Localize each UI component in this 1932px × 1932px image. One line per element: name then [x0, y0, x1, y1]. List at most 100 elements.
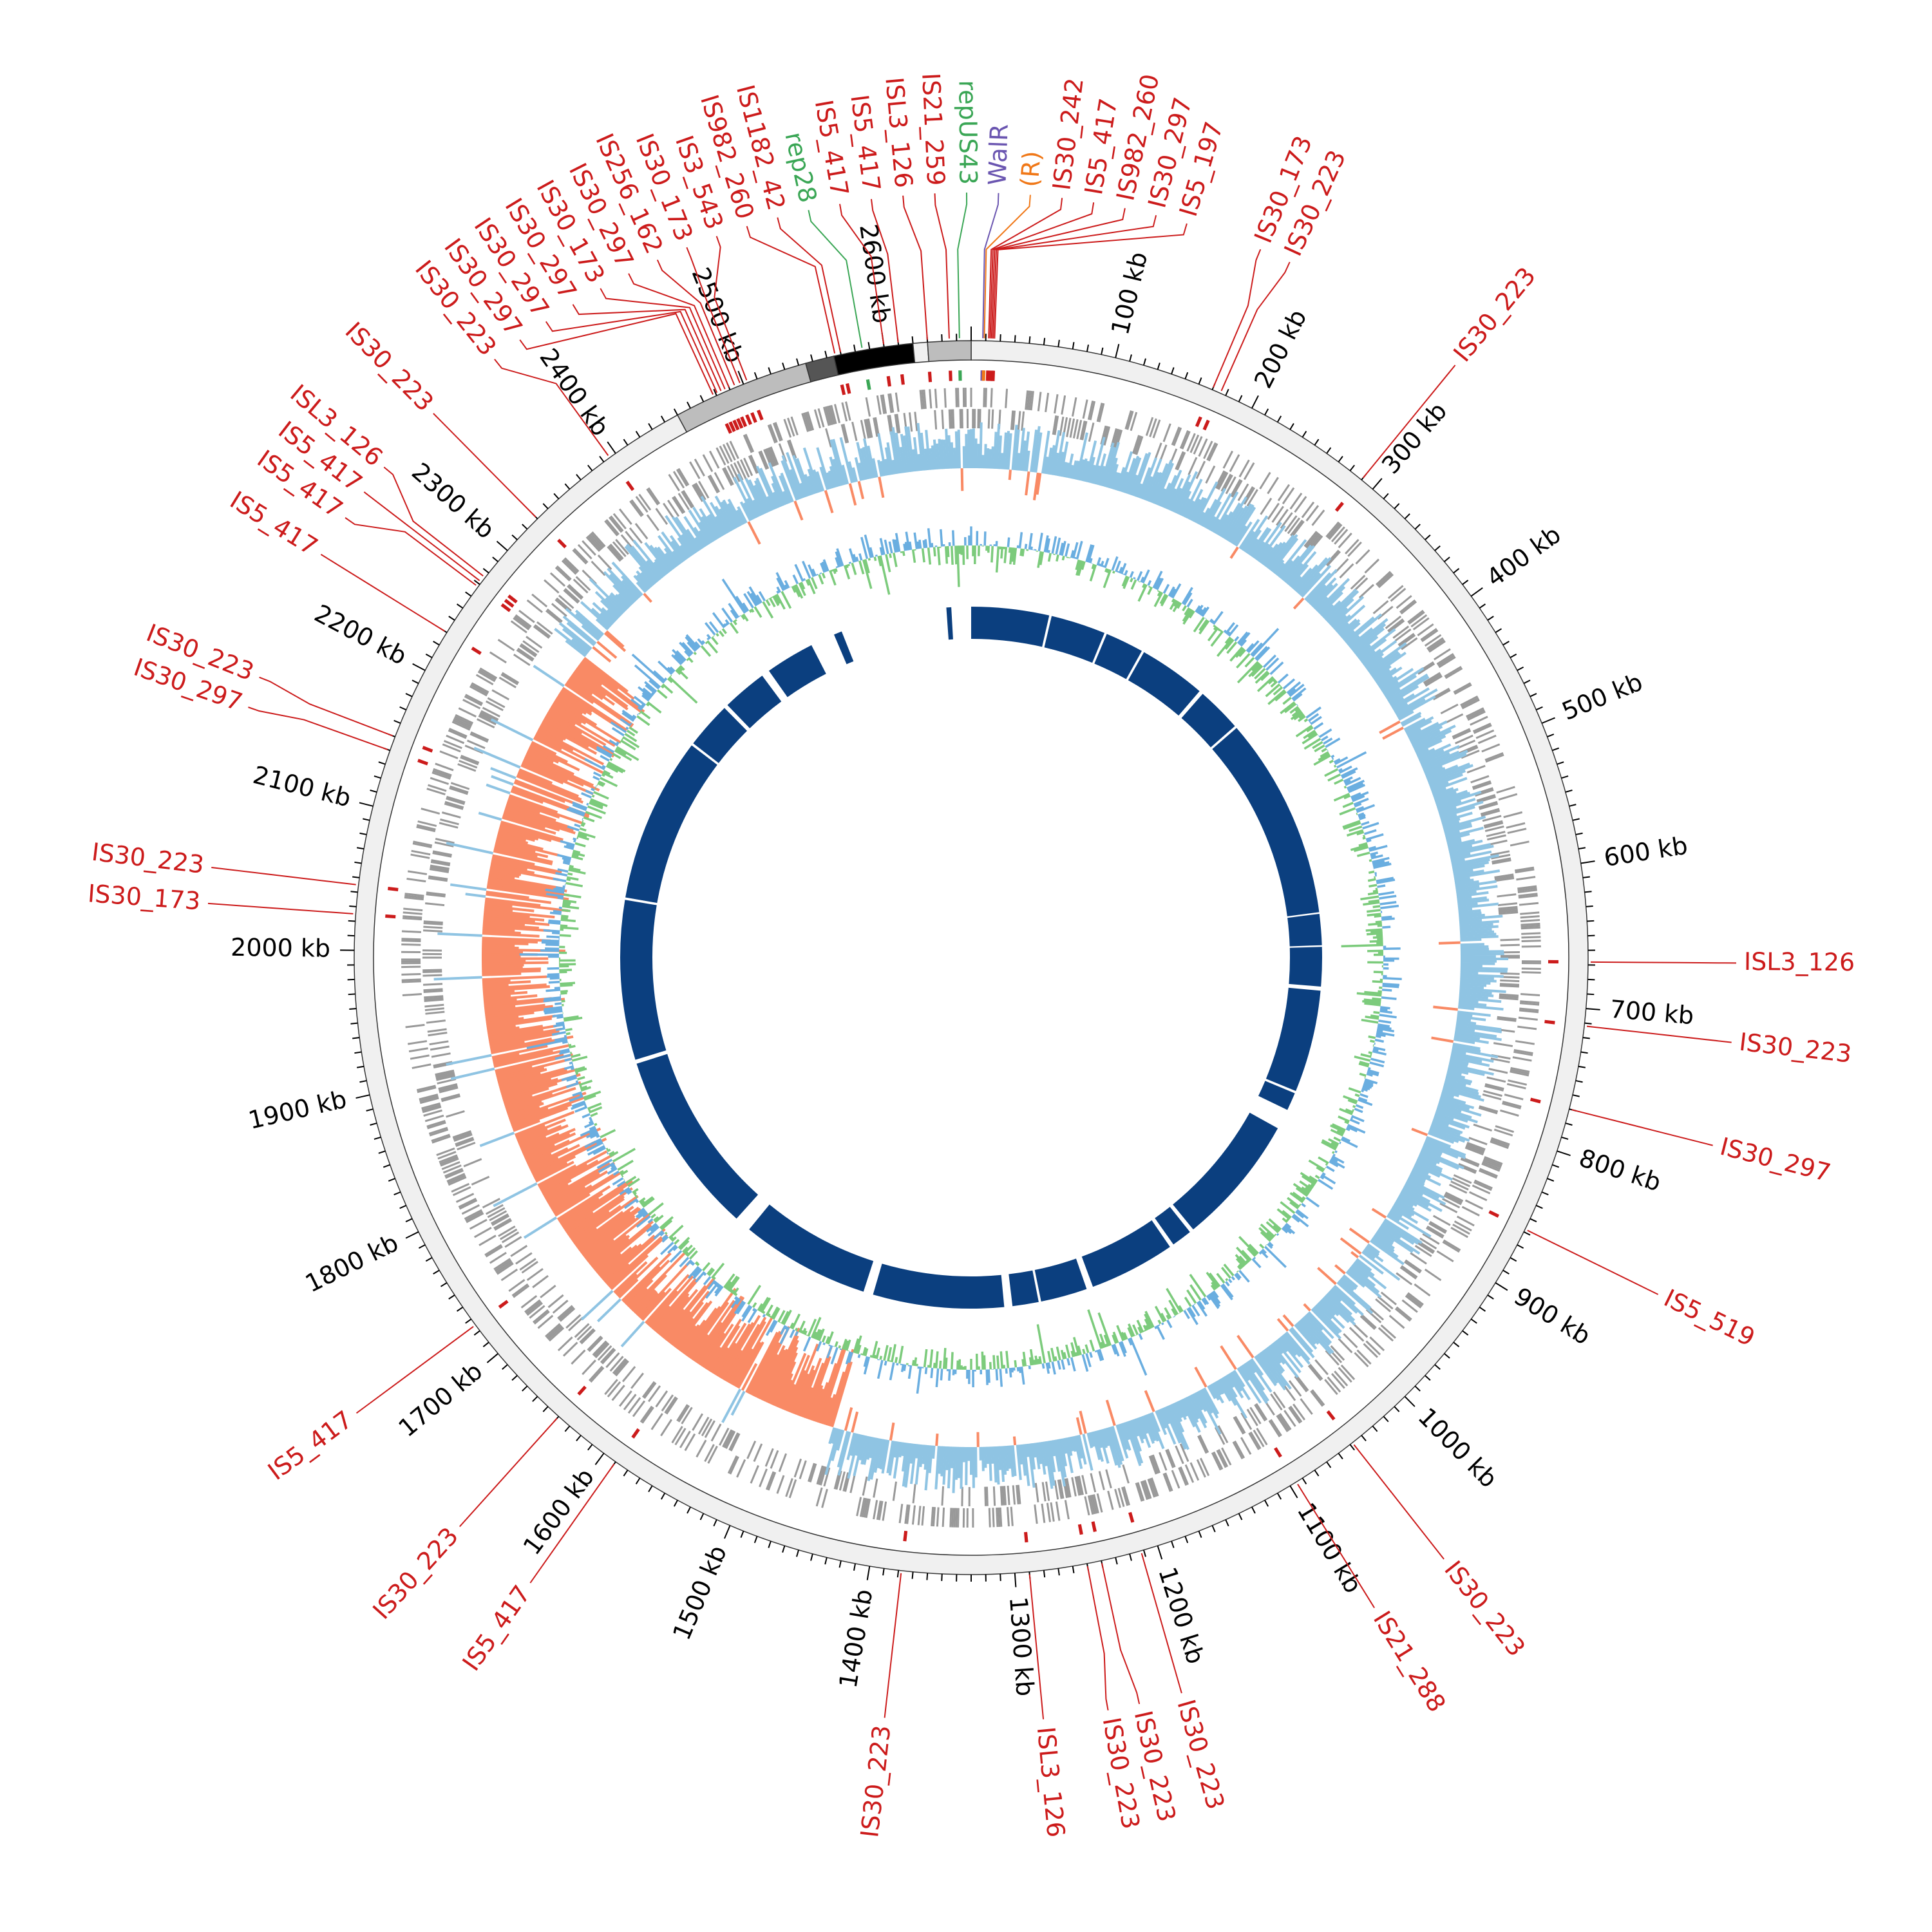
gc-content-bar — [526, 1127, 601, 1164]
gc-content-bar — [654, 558, 668, 575]
gc-skew-bar — [757, 1303, 763, 1311]
cds-mark — [403, 907, 423, 912]
cds-mark — [1426, 637, 1444, 650]
feature-label: IS21_288 — [1368, 1606, 1452, 1717]
gc-skew-bar — [765, 1320, 776, 1336]
gc-skew-bar — [1358, 1097, 1368, 1103]
cds-mark — [457, 1141, 476, 1151]
gc-skew-bar — [548, 981, 560, 984]
gc-content-bar — [579, 1206, 639, 1253]
cds-mark — [1289, 493, 1303, 510]
gc-skew-bar — [1310, 715, 1322, 725]
gc-content-bar — [1450, 1056, 1490, 1067]
cds-mark — [491, 1215, 510, 1226]
gc-skew-bar — [1102, 565, 1105, 568]
gc-skew-bar — [1369, 940, 1383, 943]
gc-content-bar — [1432, 787, 1447, 795]
gc-skew-bar — [857, 1345, 862, 1354]
gc-content-bar — [1155, 1410, 1168, 1435]
synteny-block — [1034, 1258, 1087, 1302]
gc-content-bar — [636, 1292, 659, 1316]
gc-content-bar — [699, 508, 719, 540]
cds-mark — [484, 1244, 502, 1256]
gc-skew-bar — [1334, 779, 1344, 785]
feature-mark — [1202, 419, 1210, 431]
gc-skew-bar — [936, 546, 941, 565]
gc-content-bar — [484, 902, 513, 908]
gc-content-bar — [1282, 1314, 1294, 1327]
gc-skew-bar — [1065, 543, 1070, 557]
feature-leader-line — [988, 198, 1063, 339]
minor-tick — [1470, 1318, 1477, 1324]
gc-content-bar — [1299, 572, 1321, 596]
gc-content-bar — [1375, 1231, 1394, 1245]
cds-mark — [540, 1284, 556, 1298]
gc-content-bar — [701, 516, 717, 541]
cds-mark — [1288, 1380, 1302, 1397]
gc-skew-bar — [1238, 1236, 1258, 1256]
gc-skew-bar — [816, 1329, 822, 1341]
gc-content-bar — [1445, 826, 1484, 839]
cds-mark — [1461, 1206, 1480, 1217]
gc-content-bar — [1036, 473, 1042, 495]
cds-mark — [1491, 853, 1511, 860]
cds-mark — [1135, 436, 1144, 455]
gc-content-bar — [1066, 1437, 1073, 1456]
cds-mark — [513, 654, 531, 667]
gc-content-bar — [1043, 1441, 1054, 1490]
cds-mark — [1520, 919, 1540, 922]
gc-content-bar — [919, 1444, 924, 1468]
cds-mark — [1513, 1049, 1533, 1055]
tick-label: 500 kb — [1558, 668, 1647, 726]
cds-mark — [1392, 625, 1410, 639]
cds-mark — [1517, 885, 1537, 890]
gc-content-bar — [819, 466, 829, 490]
cds-mark — [672, 497, 684, 515]
feature-mark — [724, 422, 732, 434]
gc-content-bar — [965, 433, 968, 469]
gc-content-bar — [1193, 497, 1208, 523]
feature-label: ISL3_126 — [1032, 1725, 1070, 1839]
gc-content-bar — [501, 1077, 558, 1097]
gc-skew-bar — [879, 555, 891, 595]
gc-skew-bar — [560, 992, 567, 995]
gc-skew-bar — [812, 1331, 818, 1340]
cds-mark — [1220, 473, 1232, 492]
gc-skew-bar — [930, 1367, 934, 1378]
gc-content-bar — [1405, 716, 1434, 734]
feature-label: IS5_519 — [1660, 1283, 1759, 1352]
tick-label: 100 kb — [1106, 249, 1153, 337]
gc-skew-bar — [782, 1309, 792, 1325]
gc-skew-bar — [627, 1190, 632, 1195]
gc-skew-bar — [830, 1347, 838, 1365]
cds-mark — [565, 1314, 582, 1329]
cds-mark — [428, 784, 447, 792]
gc-skew-bar — [849, 548, 855, 563]
minor-tick — [425, 1257, 433, 1262]
gc-skew-bar — [708, 621, 719, 634]
gc-content-bar — [493, 1182, 538, 1208]
gc-content-bar — [1297, 556, 1332, 595]
gc-content-bar — [992, 1446, 998, 1483]
gc-skew-bar — [1168, 1300, 1179, 1315]
gc-content-bar — [651, 1278, 697, 1331]
gc-content-bar — [657, 1296, 690, 1335]
gc-content-bar — [1438, 1101, 1482, 1117]
gc-content-bar — [715, 515, 728, 535]
gc-skew-bar — [1159, 593, 1167, 605]
gc-content-bar — [1137, 1417, 1151, 1448]
gc-skew-bar — [1198, 609, 1204, 615]
gc-skew-bar — [1227, 1278, 1233, 1283]
gc-skew-bar — [1338, 1115, 1350, 1122]
cds-mark — [1408, 611, 1425, 625]
gc-content-bar — [509, 1107, 549, 1124]
gc-content-bar — [1446, 832, 1470, 841]
cds-mark — [1519, 1002, 1540, 1006]
gc-skew-bar — [1240, 639, 1247, 647]
gc-content-bar — [1139, 457, 1157, 499]
cds-mark — [510, 620, 527, 634]
cds-mark — [401, 980, 421, 983]
gc-skew-bar — [1345, 1127, 1350, 1132]
gc-content-bar — [547, 710, 607, 746]
gc-skew-bar — [607, 1167, 618, 1175]
